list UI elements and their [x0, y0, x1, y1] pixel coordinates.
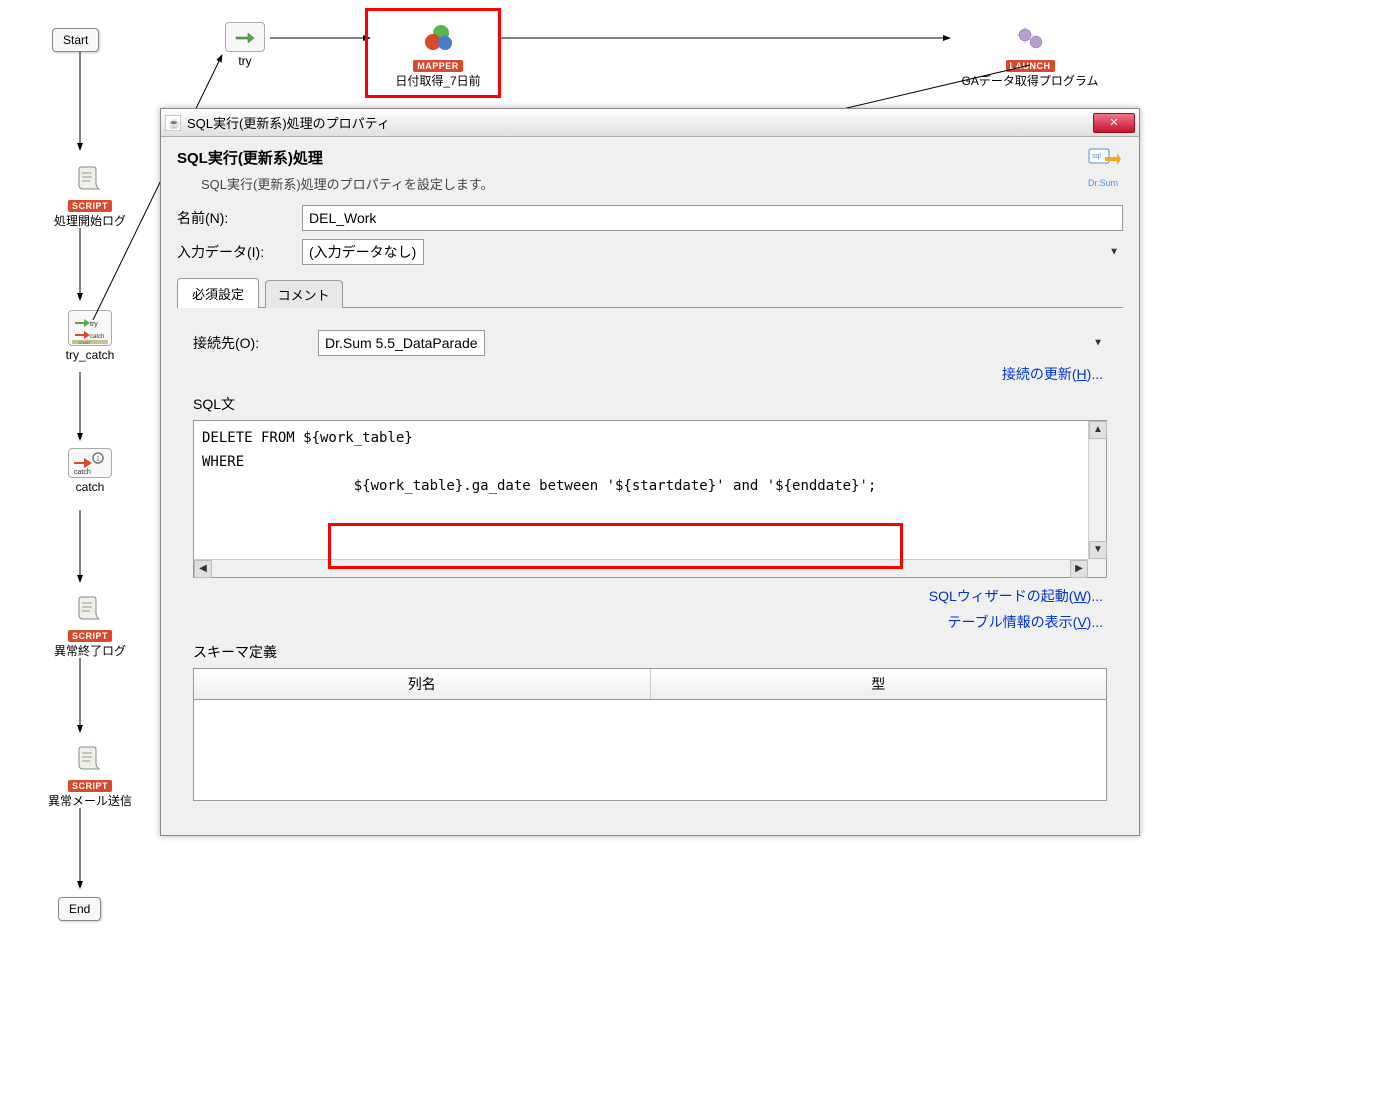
script-icon-2	[75, 593, 105, 623]
trycatch-node[interactable]: try catch START try_catch	[50, 310, 130, 362]
script-icon-3	[75, 743, 105, 773]
column-type-header[interactable]: 型	[651, 669, 1107, 699]
refresh-connection-link[interactable]: 接続の更新(H)...	[1002, 366, 1103, 382]
svg-text:sql: sql	[1092, 153, 1101, 160]
script3-node[interactable]: SCRIPT 異常メール送信	[30, 740, 150, 809]
vertical-scrollbar[interactable]: ▲ ▼	[1088, 421, 1106, 559]
dialog-heading: SQL実行(更新系)処理	[177, 147, 1123, 168]
svg-text:try: try	[90, 321, 98, 328]
horizontal-scrollbar[interactable]: ◀ ▶	[194, 559, 1088, 577]
trycatch-icon: try catch START	[70, 312, 110, 344]
tab-required[interactable]: 必須設定	[177, 278, 259, 308]
script3-label: 異常メール送信	[30, 792, 150, 809]
tab-comment[interactable]: コメント	[265, 280, 343, 308]
trycatch-label: try_catch	[50, 348, 130, 362]
scroll-up-icon[interactable]: ▲	[1089, 421, 1107, 439]
start-node[interactable]: Start	[52, 28, 99, 52]
schema-label: スキーマ定義	[193, 642, 1107, 662]
svg-text:catch: catch	[90, 334, 104, 340]
try-arrow-icon	[234, 28, 256, 46]
svg-text:catch: catch	[74, 469, 91, 476]
scroll-corner	[1088, 559, 1106, 577]
input-data-select[interactable]: (入力データなし)	[302, 239, 424, 265]
schema-body	[194, 700, 1106, 800]
schema-table: 列名 型	[193, 668, 1107, 801]
launch-node[interactable]: LAUNCH GAデータ取得プログラム	[950, 20, 1110, 89]
mapper-icon	[421, 24, 455, 52]
svg-text:1: 1	[96, 456, 100, 463]
scroll-right-icon[interactable]: ▶	[1070, 560, 1088, 578]
close-button[interactable]: ✕	[1093, 113, 1135, 133]
try-node[interactable]: try	[225, 22, 265, 68]
scroll-down-icon[interactable]: ▼	[1089, 541, 1107, 559]
script1-badge: SCRIPT	[68, 200, 112, 212]
catch-icon: 1 catch	[70, 450, 110, 476]
sql-wizard-link[interactable]: SQLウィザードの起動(W)...	[929, 588, 1103, 604]
launch-label: GAデータ取得プログラム	[950, 72, 1110, 89]
dialog-title: SQL実行(更新系)処理のプロパティ	[187, 113, 1093, 132]
dropdown-arrow-icon: ▼	[1109, 247, 1119, 258]
script2-node[interactable]: SCRIPT 異常終了ログ	[40, 590, 140, 659]
mapper-label: 日付取得_7日前	[378, 72, 498, 89]
launch-badge: LAUNCH	[1006, 60, 1055, 72]
script1-label: 処理開始ログ	[40, 212, 140, 229]
svg-text:START: START	[78, 340, 91, 344]
end-node[interactable]: End	[58, 897, 101, 921]
dialog-titlebar[interactable]: ☕ SQL実行(更新系)処理のプロパティ ✕	[161, 109, 1139, 137]
script-icon	[75, 163, 105, 193]
catch-label: catch	[50, 480, 130, 494]
table-info-link[interactable]: テーブル情報の表示(V)...	[947, 614, 1103, 630]
dropdown-arrow-icon-2: ▼	[1093, 338, 1103, 349]
connection-label: 接続先(O):	[193, 333, 318, 353]
end-label: End	[58, 897, 101, 921]
column-name-header[interactable]: 列名	[194, 669, 651, 699]
drsum-icon: sql Dr.Sum	[1085, 145, 1121, 188]
mapper-badge: MAPPER	[413, 60, 463, 72]
dialog-subtitle: SQL実行(更新系)処理のプロパティを設定します。	[201, 174, 1123, 193]
name-input[interactable]	[302, 205, 1123, 231]
gears-icon	[1014, 24, 1046, 52]
script2-badge: SCRIPT	[68, 630, 112, 642]
script1-node[interactable]: SCRIPT 処理開始ログ	[40, 160, 140, 229]
mapper-node[interactable]: MAPPER 日付取得_7日前	[378, 20, 498, 89]
catch-node[interactable]: 1 catch catch	[50, 448, 130, 494]
scroll-left-icon[interactable]: ◀	[194, 560, 212, 578]
start-label: Start	[52, 28, 99, 52]
tab-container: 必須設定 コメント	[177, 277, 1123, 308]
name-label: 名前(N):	[177, 208, 302, 228]
sql-label: SQL文	[193, 394, 1107, 414]
script3-badge: SCRIPT	[68, 780, 112, 792]
input-data-label: 入力データ(I):	[177, 242, 302, 262]
java-icon: ☕	[165, 115, 181, 131]
sql-textarea[interactable]	[194, 421, 1086, 551]
try-label: try	[225, 54, 265, 68]
script2-label: 異常終了ログ	[40, 642, 140, 659]
connection-select[interactable]: Dr.Sum 5.5_DataParade	[318, 330, 485, 356]
svg-text:☕: ☕	[168, 117, 180, 130]
properties-dialog: ☕ SQL実行(更新系)処理のプロパティ ✕ SQL実行(更新系)処理 SQL実…	[160, 108, 1140, 836]
